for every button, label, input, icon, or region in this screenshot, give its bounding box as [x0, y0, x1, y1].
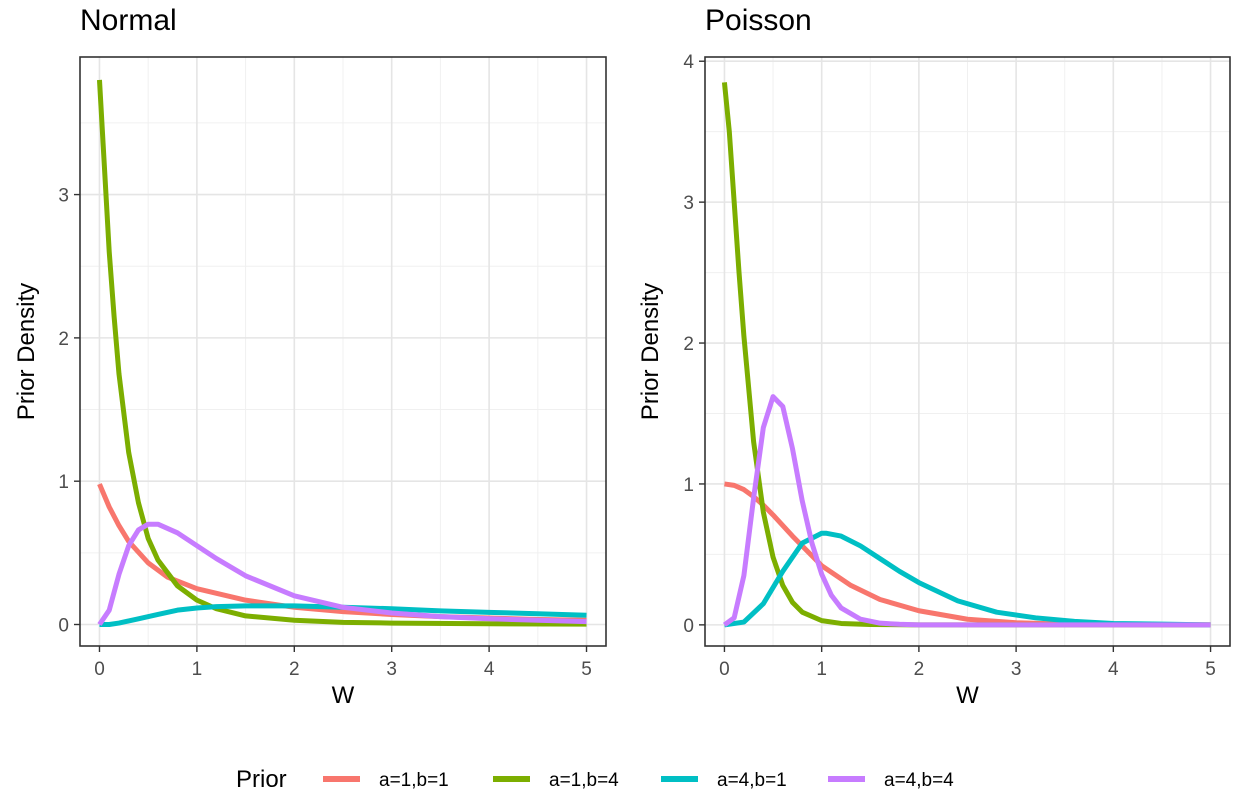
series-line-a=4,b=4 — [97, 521, 587, 626]
legend-label: a=4,b=4 — [884, 770, 954, 791]
panel-border — [79, 56, 607, 647]
y-tick-label: 2 — [58, 329, 69, 350]
x-tick-label: 3 — [1011, 659, 1022, 680]
legend-label: a=1,b=4 — [549, 770, 619, 791]
series-line-a=4,b=4 — [722, 394, 1211, 628]
legend: Prior a=1,b=1 a=1,b=4 a=4,b=1 a=4,b=4 — [236, 766, 954, 793]
panel-0: 0 1 2 3 4 5 0 1 2 3 Normal W Prior Density — [13, 4, 607, 709]
x-tick-label: 4 — [484, 659, 495, 680]
x-tick-label: 4 — [1108, 659, 1119, 680]
y-tick-label: 1 — [683, 475, 694, 496]
y-tick-label: 2 — [683, 334, 694, 355]
x-axis-label: W — [956, 682, 979, 709]
legend-label: a=1,b=1 — [379, 770, 449, 791]
y-axis-label: Prior Density — [13, 283, 40, 420]
panel-border — [704, 56, 1231, 647]
panel-1: 0 1 2 3 4 5 0 1 2 3 4 Poisson W Prior Density — [637, 4, 1231, 709]
x-tick-label: 1 — [816, 659, 827, 680]
y-tick-label: 0 — [58, 616, 69, 637]
x-tick-label: 5 — [1205, 659, 1216, 680]
x-axis-label: W — [332, 682, 355, 709]
series-line-a=4,b=1 — [99, 603, 587, 627]
x-tick-label: 3 — [386, 659, 397, 680]
x-tick-label: 0 — [719, 659, 730, 680]
panel-title: Poisson — [705, 4, 812, 37]
legend-label: a=4,b=1 — [717, 770, 787, 791]
x-tick-label: 2 — [289, 659, 300, 680]
y-tick-label: 0 — [683, 616, 694, 637]
y-axis-label: Prior Density — [637, 283, 664, 420]
panel-title: Normal — [80, 4, 177, 37]
y-tick-label: 1 — [58, 472, 69, 493]
x-tick-label: 1 — [192, 659, 203, 680]
x-tick-label: 5 — [581, 659, 592, 680]
x-tick-label: 0 — [94, 659, 105, 680]
legend-title: Prior — [236, 766, 287, 793]
series-line-a=1,b=4 — [96, 79, 587, 627]
x-tick-label: 2 — [914, 659, 925, 680]
y-tick-label: 3 — [683, 193, 694, 214]
series-line-a=4,b=1 — [724, 530, 1211, 628]
y-tick-label: 4 — [683, 52, 694, 73]
y-tick-label: 3 — [58, 186, 69, 207]
